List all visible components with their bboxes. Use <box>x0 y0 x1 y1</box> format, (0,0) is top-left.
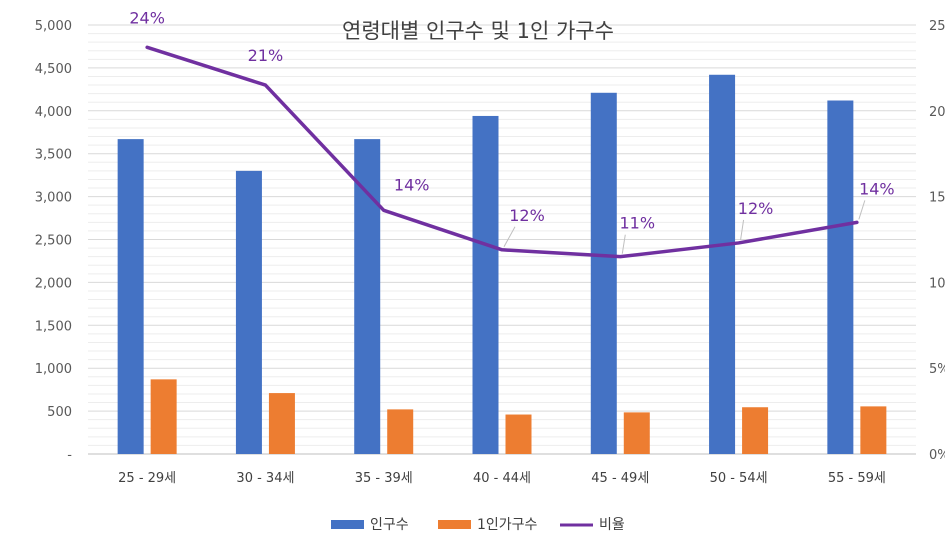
y-left-tick-label: 1,000 <box>35 362 72 377</box>
y-left-tick-label: 4,500 <box>35 62 72 77</box>
legend-label: 비율 <box>599 517 625 533</box>
bar-single-household <box>505 414 532 454</box>
legend-swatch <box>331 520 364 529</box>
x-tick-label: 45 - 49세 <box>591 471 649 486</box>
bar-population <box>590 92 617 455</box>
x-tick-label: 40 - 44세 <box>473 471 531 486</box>
y-left-tick-label: 5,000 <box>35 19 72 34</box>
y-left-tick-label: 4,000 <box>35 105 72 120</box>
bar-single-household <box>268 393 295 454</box>
y-left-tick-label: 3,500 <box>35 148 72 163</box>
y-left-tick-label: - <box>67 448 72 463</box>
legend: 인구수 1인가구수 비율 <box>331 517 625 533</box>
bar-single-household <box>150 379 177 454</box>
leader-line <box>740 219 745 241</box>
bars <box>117 74 887 455</box>
chart-title: 연령대별 인구수 및 1인 가구수 <box>342 19 614 43</box>
leader-line <box>621 234 626 254</box>
axes: - 500 1,000 1,500 2,000 2,500 3,000 3,500 4,000 4… <box>35 19 945 486</box>
legend-label: 1인가구수 <box>477 517 538 533</box>
bar-population <box>827 100 854 454</box>
y-right-tick-label: 15% <box>929 191 945 206</box>
ratio-data-label: 14% <box>394 175 430 194</box>
y-left-tick-label: 2,500 <box>35 234 72 249</box>
bar-single-household <box>387 409 414 454</box>
leader-line <box>858 200 866 220</box>
y-right-tick-label: 20% <box>929 105 945 120</box>
y-right-tick-label: 10% <box>929 276 945 291</box>
y-left-tick-label: 1,500 <box>35 319 72 334</box>
ratio-data-label: 24% <box>129 8 165 27</box>
legend-swatch <box>438 520 471 529</box>
y-right-tick-label: 0% <box>929 448 945 463</box>
bar-population <box>472 115 499 454</box>
y-left-tick-label: 2,000 <box>35 276 72 291</box>
y-left-tick-label: 3,000 <box>35 191 72 206</box>
x-tick-label: 25 - 29세 <box>118 471 176 486</box>
bar-population <box>709 74 736 454</box>
x-tick-label: 55 - 59세 <box>828 471 886 486</box>
y-right-tick-label: 5% <box>929 362 945 377</box>
bar-population <box>235 170 262 455</box>
leader-line <box>503 226 516 248</box>
bar-single-household <box>623 412 650 454</box>
gridlines <box>88 24 916 446</box>
ratio-data-label: 21% <box>248 46 284 65</box>
ratio-data-label: 14% <box>859 179 895 198</box>
legend-label: 인구수 <box>370 517 409 533</box>
x-tick-label: 35 - 39세 <box>355 471 413 486</box>
ratio-line <box>145 45 859 259</box>
ratio-data-label: 11% <box>620 214 656 233</box>
x-tick-label: 50 - 54세 <box>710 471 768 486</box>
bar-single-household <box>742 407 769 454</box>
bar-population <box>117 139 144 454</box>
y-right-tick-label: 25% <box>929 19 945 34</box>
y-left-tick-label: 500 <box>47 405 72 420</box>
data-labels: 24% 21% 14% 12% 11% 12% 14% <box>129 8 895 254</box>
ratio-data-label: 12% <box>738 199 774 218</box>
bar-single-household <box>860 406 887 454</box>
bar-population <box>354 139 381 454</box>
ratio-data-label: 12% <box>509 206 545 225</box>
x-tick-label: 30 - 34세 <box>236 471 294 486</box>
